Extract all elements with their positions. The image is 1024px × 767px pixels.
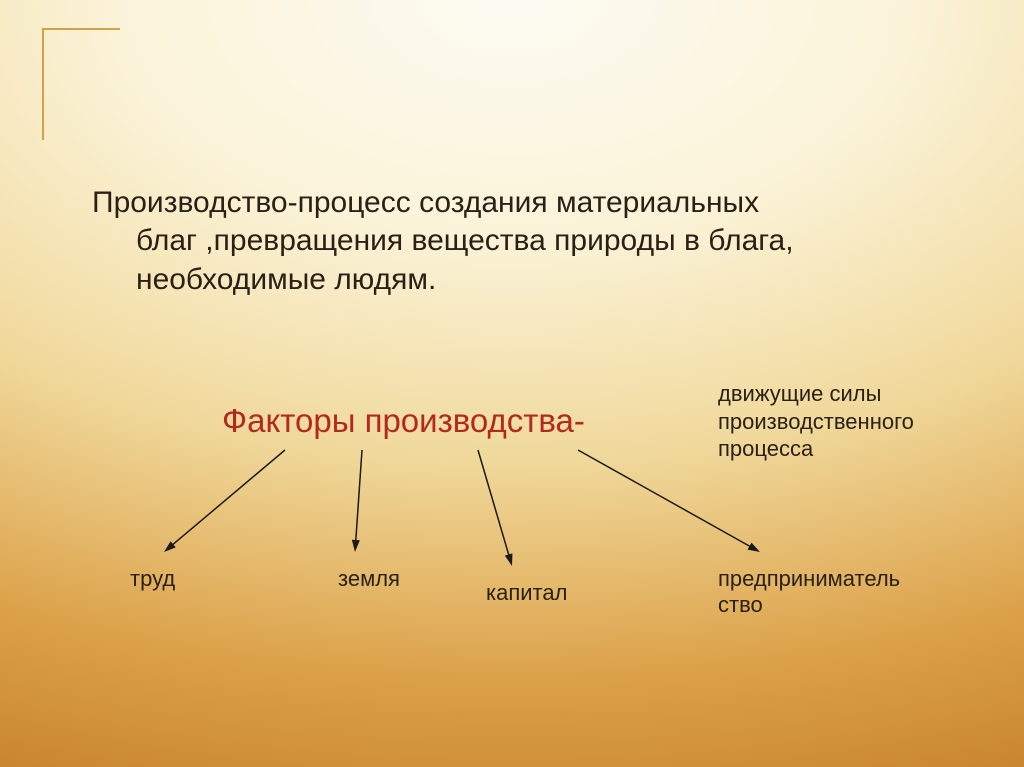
side-note-line3: процесса [718,435,968,463]
factor-label-line: предприниматель [718,566,900,592]
factors-title: Факторы производства- [222,402,585,440]
definition-line3: необходимые людям. [92,261,912,299]
factor-label-line: ство [718,592,900,618]
side-note: движущие силы производственного процесса [718,380,968,463]
factor-label: труд [130,566,175,592]
definition-line2: благ ,превращения вещества природы в бла… [92,222,912,260]
side-note-line1: движущие силы [718,380,968,408]
factor-label: капитал [486,580,567,606]
factor-label: предпринимательство [718,566,900,618]
side-note-line2: производственного [718,408,968,436]
definition-line1: Производство-процесс создания материальн… [92,186,759,219]
factor-label: земля [338,566,400,592]
slide-content: Производство-процесс создания материальн… [0,0,1024,767]
definition-text: Производство-процесс создания материальн… [92,184,912,299]
